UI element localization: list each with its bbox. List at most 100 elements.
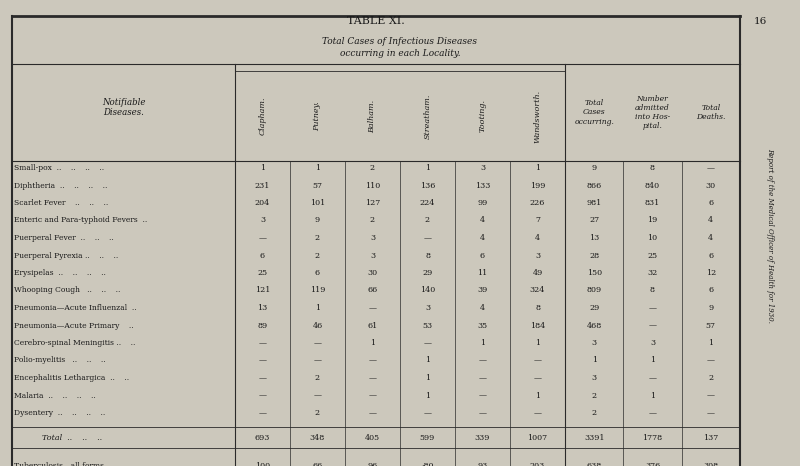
- Text: 9: 9: [592, 164, 597, 172]
- Text: 2: 2: [315, 374, 320, 382]
- Text: —: —: [707, 164, 715, 172]
- Text: 6: 6: [315, 269, 320, 277]
- Text: 53: 53: [422, 322, 433, 329]
- Text: Number
admitted
into Hos-
pital.: Number admitted into Hos- pital.: [635, 95, 670, 130]
- Text: 3: 3: [535, 252, 540, 260]
- Text: 140: 140: [420, 287, 435, 295]
- Text: Total  ..    ..    ..: Total .. .. ..: [42, 434, 102, 443]
- Text: 66: 66: [312, 462, 322, 466]
- Text: 1: 1: [315, 164, 320, 172]
- Text: —: —: [258, 374, 266, 382]
- Text: —: —: [423, 409, 431, 417]
- Text: Tooting.: Tooting.: [478, 100, 486, 132]
- Text: 127: 127: [365, 199, 380, 207]
- Text: Tuberculosis—all forms  ..    ..: Tuberculosis—all forms .. ..: [14, 462, 128, 466]
- Text: 1: 1: [480, 339, 485, 347]
- Text: Pneumonia—Acute Primary    ..: Pneumonia—Acute Primary ..: [14, 322, 134, 329]
- Text: Report of the Medical Officer of Health for 1930.: Report of the Medical Officer of Health …: [766, 149, 774, 323]
- Text: 3391: 3391: [584, 434, 605, 443]
- Text: 28: 28: [589, 252, 599, 260]
- Text: Diseases.: Diseases.: [103, 108, 144, 117]
- Text: Cerebro-spinal Meningitis ..    ..: Cerebro-spinal Meningitis .. ..: [14, 339, 135, 347]
- Text: 49: 49: [532, 269, 542, 277]
- Text: Scarlet Fever    ..    ..    ..: Scarlet Fever .. .. ..: [14, 199, 108, 207]
- Text: 1: 1: [425, 356, 430, 364]
- Text: 3: 3: [370, 234, 375, 242]
- Text: Puerperal Pyrexia ..    ..    ..: Puerperal Pyrexia .. .. ..: [14, 252, 118, 260]
- Text: 3: 3: [260, 217, 265, 225]
- Text: 27: 27: [589, 217, 599, 225]
- Text: —: —: [369, 356, 377, 364]
- Text: 1: 1: [650, 391, 655, 399]
- Text: 1007: 1007: [527, 434, 547, 443]
- Text: TABLE XI.: TABLE XI.: [347, 16, 405, 26]
- Text: 39: 39: [478, 287, 488, 295]
- Text: 6: 6: [708, 252, 714, 260]
- Text: Encephalitis Lethargica  ..    ..: Encephalitis Lethargica .. ..: [14, 374, 129, 382]
- Text: 1: 1: [370, 339, 375, 347]
- Text: 119: 119: [310, 287, 325, 295]
- Text: —: —: [369, 374, 377, 382]
- Text: 981: 981: [586, 199, 602, 207]
- Text: 4: 4: [480, 217, 485, 225]
- Text: —: —: [478, 409, 486, 417]
- Text: 30: 30: [367, 269, 378, 277]
- Text: Small-pox  ..    ..    ..    ..: Small-pox .. .. .. ..: [14, 164, 104, 172]
- Text: 110: 110: [365, 181, 380, 190]
- Text: 199: 199: [530, 181, 545, 190]
- Text: 29: 29: [589, 304, 599, 312]
- Text: 3: 3: [370, 252, 375, 260]
- Text: 101: 101: [310, 199, 325, 207]
- Text: 3: 3: [480, 164, 485, 172]
- Text: 1: 1: [650, 356, 655, 364]
- Text: 1778: 1778: [642, 434, 662, 443]
- Text: 57: 57: [313, 181, 322, 190]
- Text: —: —: [423, 234, 431, 242]
- Text: 1: 1: [425, 374, 430, 382]
- Text: 226: 226: [530, 199, 545, 207]
- Text: 339: 339: [475, 434, 490, 443]
- Text: —: —: [478, 356, 486, 364]
- Text: 13: 13: [258, 304, 268, 312]
- Text: 3: 3: [650, 339, 655, 347]
- Text: 19: 19: [647, 217, 658, 225]
- Text: 4: 4: [480, 304, 485, 312]
- Text: —: —: [258, 356, 266, 364]
- Text: 4: 4: [535, 234, 540, 242]
- Text: 866: 866: [586, 181, 602, 190]
- Text: Total
Deaths.: Total Deaths.: [696, 104, 726, 121]
- Text: —: —: [649, 409, 657, 417]
- Text: 468: 468: [586, 322, 602, 329]
- Text: Balham.: Balham.: [369, 99, 377, 132]
- Text: —: —: [314, 391, 322, 399]
- Text: 4: 4: [708, 234, 714, 242]
- Text: 599: 599: [420, 434, 435, 443]
- Text: —: —: [707, 391, 715, 399]
- Text: 8: 8: [535, 304, 540, 312]
- Text: 184: 184: [530, 322, 545, 329]
- Text: 136: 136: [420, 181, 435, 190]
- Text: —: —: [369, 409, 377, 417]
- Text: 99: 99: [478, 199, 488, 207]
- Text: Diphtheria  ..    ..    ..    ..: Diphtheria .. .. .. ..: [14, 181, 107, 190]
- Text: 29: 29: [422, 269, 433, 277]
- Text: 8: 8: [425, 252, 430, 260]
- Text: 6: 6: [708, 199, 714, 207]
- Text: —: —: [534, 356, 542, 364]
- Text: 2: 2: [370, 217, 375, 225]
- Text: —: —: [423, 339, 431, 347]
- Text: 4: 4: [708, 217, 714, 225]
- Text: 204: 204: [255, 199, 270, 207]
- Text: Enteric and Para-typhoid Fevers  ..: Enteric and Para-typhoid Fevers ..: [14, 217, 147, 225]
- Text: 3: 3: [592, 339, 597, 347]
- Text: 1: 1: [708, 339, 714, 347]
- Text: Total Cases of Infectious Diseases: Total Cases of Infectious Diseases: [322, 36, 478, 46]
- Text: Dysentery  ..    ..    ..    ..: Dysentery .. .. .. ..: [14, 409, 106, 417]
- Text: 809: 809: [586, 287, 602, 295]
- Text: —: —: [258, 391, 266, 399]
- Text: —: —: [369, 391, 377, 399]
- Text: 9: 9: [708, 304, 714, 312]
- Text: 1: 1: [425, 391, 430, 399]
- Text: Pneumonia—Acute Influenzal  ..: Pneumonia—Acute Influenzal ..: [14, 304, 137, 312]
- Text: 46: 46: [312, 322, 322, 329]
